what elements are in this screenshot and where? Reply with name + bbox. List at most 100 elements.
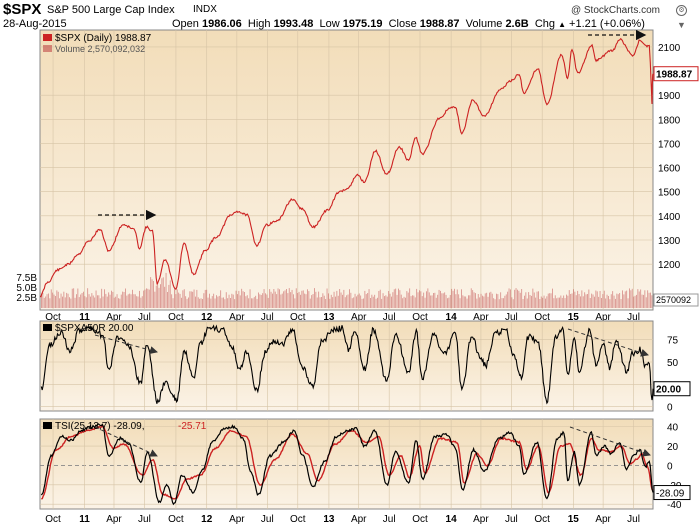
price-series-line xyxy=(39,37,654,298)
volume-bar xyxy=(41,293,42,308)
volume-bar xyxy=(196,289,198,308)
x-tick-label: Apr xyxy=(351,514,367,525)
volume-bar xyxy=(213,293,215,308)
volume-bar xyxy=(60,293,62,308)
volume-bar xyxy=(428,292,430,308)
volume-bar xyxy=(592,294,594,308)
volume-bar xyxy=(133,294,135,308)
volume-bar xyxy=(608,296,609,308)
volume-bar xyxy=(88,294,90,308)
volume-bar xyxy=(500,292,502,308)
x-tick-label: Oct xyxy=(412,514,428,525)
volume-bar xyxy=(214,298,216,308)
volume-bar xyxy=(209,293,210,308)
volume-bar xyxy=(582,296,584,308)
volume-bar xyxy=(522,299,524,308)
volume-bar xyxy=(493,298,495,308)
volume-bar xyxy=(297,293,299,308)
volume-bar xyxy=(104,289,105,308)
gear-icon[interactable]: ⚙ xyxy=(676,5,687,16)
volume-bar xyxy=(85,297,87,308)
volume-bar xyxy=(206,289,208,308)
volume-bar xyxy=(529,295,531,308)
volume-bar xyxy=(76,294,77,308)
volume-bar xyxy=(378,291,380,308)
tsi-signal-legend: -25.71 xyxy=(178,421,207,432)
volume-bar xyxy=(648,292,650,308)
volume-bar xyxy=(351,298,353,308)
volume-bar xyxy=(169,280,171,308)
volume-bar xyxy=(127,294,129,308)
x-tick-label: Jul xyxy=(138,312,151,323)
x-tick-label: Oct xyxy=(45,312,61,323)
volume-bar xyxy=(427,288,429,308)
volume-bar xyxy=(505,294,507,308)
volume-bar xyxy=(171,294,173,308)
volume-bar xyxy=(66,292,68,308)
volume-bar xyxy=(245,296,247,308)
volume-bar xyxy=(199,298,201,308)
volume-bar xyxy=(550,293,552,308)
volume-bar xyxy=(87,288,89,308)
volume-bar xyxy=(237,294,238,308)
volume-bar xyxy=(342,294,343,308)
volume-bar xyxy=(325,299,327,308)
volume-bar xyxy=(328,293,329,308)
tsi-legend-swatch xyxy=(43,422,52,429)
volume-bar xyxy=(416,288,418,308)
chevron-down-icon[interactable]: ▼ xyxy=(677,20,686,30)
volume-bar xyxy=(92,295,94,308)
volume-bar xyxy=(452,290,454,308)
volume-bar xyxy=(353,297,355,308)
volume-bar xyxy=(53,294,55,308)
volume-bar xyxy=(615,298,616,308)
volume-value: 2.6B xyxy=(505,18,529,30)
volume-bar xyxy=(526,298,528,308)
x-tick-label: 11 xyxy=(79,514,90,525)
volume-bar xyxy=(461,289,462,308)
volume-bar xyxy=(384,296,385,308)
spxa50r-panel xyxy=(39,320,654,412)
volume-bar xyxy=(224,299,226,308)
volume-bar xyxy=(274,291,276,308)
volume-bar xyxy=(375,298,377,308)
volume-bar xyxy=(407,292,409,308)
x-tick-label: 13 xyxy=(323,312,335,323)
volume-bar xyxy=(455,294,457,308)
volume-bar xyxy=(462,295,464,308)
volume-bar xyxy=(46,294,48,308)
spxa50r-legend-swatch xyxy=(43,324,52,331)
volume-bar xyxy=(64,297,66,308)
tsi-tick-label: 0 xyxy=(667,461,673,472)
volume-bar xyxy=(645,297,647,308)
volume-bar xyxy=(207,297,209,308)
volume-bar xyxy=(501,298,503,308)
volume-bar xyxy=(490,291,492,308)
volume-bar xyxy=(164,286,166,308)
volume-bar xyxy=(563,295,565,308)
volume-bar xyxy=(465,296,467,308)
volume-bar xyxy=(430,295,432,308)
volume-bar xyxy=(270,291,272,308)
volume-bar xyxy=(435,297,437,308)
ohlc-summary: Open 1986.06 High 1993.48 Low 1975.19 Cl… xyxy=(172,18,645,30)
volume-bar xyxy=(356,296,357,308)
volume-bar xyxy=(585,294,587,308)
volume-bar xyxy=(134,294,136,308)
x-tick-label: 11 xyxy=(79,312,90,323)
volume-bar xyxy=(589,298,591,308)
volume-bar xyxy=(605,298,607,308)
volume-bar xyxy=(578,294,580,308)
volume-bar xyxy=(507,291,509,308)
volume-bar xyxy=(311,295,313,308)
volume-bar xyxy=(45,296,47,308)
volume-bar xyxy=(532,288,534,308)
volume-bar xyxy=(599,291,601,308)
volume-bar xyxy=(395,288,397,308)
volume-bar xyxy=(218,295,220,308)
volume-bar xyxy=(613,295,615,308)
volume-bar xyxy=(102,296,104,308)
x-tick-label: 15 xyxy=(568,514,580,525)
spxa50r-series-line xyxy=(40,324,654,405)
volume-bar xyxy=(538,291,539,308)
